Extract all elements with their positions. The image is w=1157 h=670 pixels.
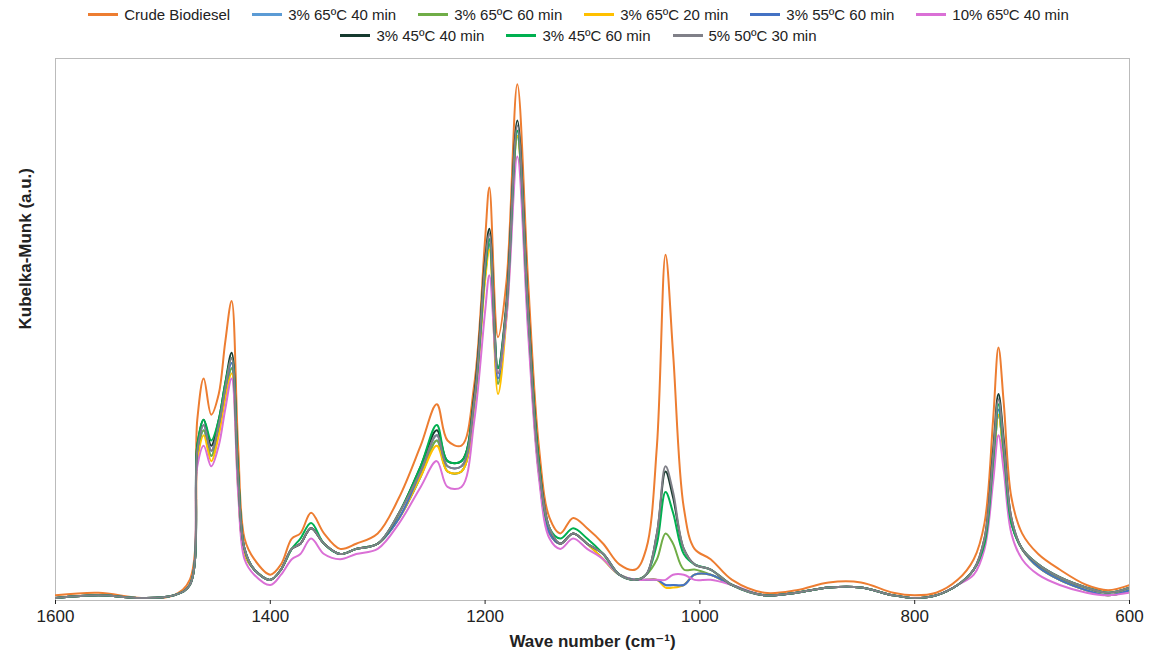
svg-text:1200: 1200 [466,607,504,626]
html-text:3% 65ºC 60 min: 3% 65ºC 60 min [454,6,563,23]
svg-text:Kubelka-Munk (a.u.): Kubelka-Munk (a.u.) [16,168,35,330]
html-text:3% 65ºC 20 min: 3% 65ºC 20 min [620,6,729,23]
svg-text:1000: 1000 [681,607,719,626]
html-text:3% 65ºC 40 min: 3% 65ºC 40 min [288,6,397,23]
html-text:10% 65ºC 40 min: 10% 65ºC 40 min [952,6,1069,23]
svg-text:1600: 1600 [37,607,75,626]
svg-text:800: 800 [901,607,929,626]
svg-text:600: 600 [1115,607,1143,626]
svg-text:Wave number (cm⁻¹): Wave number (cm⁻¹) [509,632,675,651]
html-text:Crude Biodiesel: Crude Biodiesel [124,6,231,23]
html-text:3% 45ºC 40 min: 3% 45ºC 40 min [376,27,485,44]
html-text:3% 45ºC 60 min: 3% 45ºC 60 min [542,27,651,44]
html-text:3% 55ºC 60 min: 3% 55ºC 60 min [786,6,895,23]
svg-text:1400: 1400 [251,607,289,626]
html-text:5% 50ºC 30 min: 5% 50ºC 30 min [708,27,817,44]
